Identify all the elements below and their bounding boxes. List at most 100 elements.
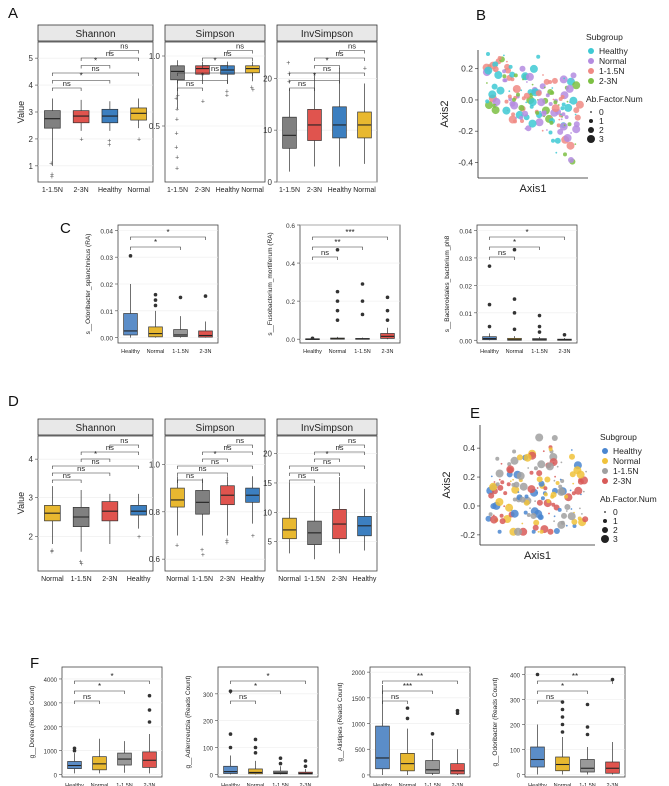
panel-f-plot-3-outlier [430, 732, 435, 736]
panel-a-simpson-facet-label: Simpson [196, 29, 235, 40]
panel-f-plot-1-comparison-label: ns [83, 692, 91, 701]
panel-c-plot-2-xtick-label: Normal [329, 349, 347, 355]
panel-b-scatter-point [522, 78, 524, 81]
panel-b-scatter-point [541, 129, 544, 132]
panel-e-scatter-point [536, 492, 538, 494]
panel-e-scatter-point [510, 509, 519, 518]
panel-d-shannon-outlier: + [50, 547, 54, 554]
panel-d-simpson-comparison-bracket [202, 458, 228, 462]
panel-e-scatter-point [553, 479, 556, 482]
panel-a-invsimpson-comparison-bracket [289, 87, 315, 91]
panel-e-scatter-size-legend-item: 0 [613, 507, 618, 517]
panel-a-invsimpson-comparison-bracket [339, 50, 365, 54]
panel-d-shannon-comparison-label: ns [120, 436, 128, 445]
panel-f-plot-3-ytick-label: 2000 [352, 671, 366, 677]
panel-e-scatter-point [553, 520, 555, 523]
panel-e-scatter-point [538, 480, 545, 487]
panel-f-plot-3-comparison-label: ns [391, 692, 399, 701]
panel-f-plot-2-comparison-label: * [266, 672, 269, 681]
panel-b-scatter-point [486, 82, 488, 84]
panel-a-simpson-comparison-label: ns [186, 79, 194, 88]
panel-e-scatter-point [546, 499, 551, 504]
panel-d-simpson-comparison-label: ns [211, 457, 219, 466]
panel-e-scatter-size-legend-swatch [602, 527, 608, 533]
panel-f-plot-2-ytick-label: 300 [203, 693, 214, 699]
panel-b-scatter-point [561, 116, 563, 118]
panel-e-scatter-point [553, 515, 556, 518]
panel-f-plot-2-xtick-label: 2-3N [300, 783, 312, 786]
panel-e-scatter-point [540, 496, 545, 501]
panel-c-plot-3-outlier [537, 324, 542, 329]
panel-b-scatter-point [551, 138, 555, 143]
panel-b-scatter-point [574, 113, 577, 116]
panel-c-plot-2-ytick-label: 0.6 [286, 223, 295, 230]
panel-b-scatter-point [494, 71, 503, 79]
panel-c-plot-1-ylabel: s__Odoribacter_splanchnicus (RA) [85, 234, 92, 335]
panel-f-plot-3-ylabel: g__Alistipes (Reads Count) [337, 682, 344, 761]
panel-e-scatter-point [543, 486, 548, 491]
panel-a-shannon-ytick-label: 5 [29, 54, 34, 63]
panel-e-scatter-point [511, 482, 516, 487]
panel-d-simpson-outlier: + [200, 547, 204, 554]
panel-a-shannon-facet-label: Shannon [75, 29, 115, 40]
panel-e-scatter-point [512, 497, 517, 502]
panel-f-plot-2-box-normal [248, 768, 263, 775]
panel-e-scatter-point [532, 524, 539, 531]
panel-e-scatter-point [533, 519, 540, 526]
panel-f-plot-3-ytick-label: 0 [362, 774, 366, 780]
panel-b-scatter-point [560, 113, 562, 116]
panel-a-simpson-comparison-label: * [213, 57, 216, 66]
panel-b-scatter-point [502, 106, 511, 115]
panel-e-scatter-point [498, 478, 501, 481]
panel-c-plot-2-outlier [335, 308, 340, 313]
panel-d-simpson-comparison-label: ns [186, 471, 194, 480]
panel-d-invsimpson: InvSimpson 5 10 15 20 Normal 1-1.5N 2-3N Healthy… [263, 418, 378, 583]
panel-f-plot-4-ytick-label: 100 [510, 749, 521, 755]
panel-f-plot-4-box-1-1-5n [580, 759, 595, 773]
panel-e-scatter-point [517, 491, 520, 493]
panel-b-scatter-point [574, 114, 581, 121]
panel-e-scatter-ytick-label: -0.2 [460, 530, 475, 540]
panel-d-shannon-xtick-label: Healthy [127, 576, 151, 583]
panel-d-shannon-comparison-label: ns [63, 471, 71, 480]
panel-b-scatter-point [484, 66, 493, 75]
panel-f-plot-4-ytick-label: 300 [510, 699, 521, 705]
panel-e-scatter-point [543, 492, 548, 497]
panel-c-plot-3-xtick-label: Healthy [480, 349, 499, 355]
panel-d-shannon-box-healthy [130, 505, 147, 516]
panel-a-simpson-outlier: + [175, 117, 179, 124]
panel-a-shannon-outlier: + [107, 138, 111, 145]
panel-a-simpson-outlier: + [225, 93, 229, 100]
panel-e-scatter-point [490, 503, 497, 510]
panel-e-scatter-point [582, 516, 589, 523]
panel-e-scatter-point [569, 453, 575, 460]
panel-e-scatter-point [581, 513, 583, 515]
panel-b-scatter-point [563, 77, 566, 80]
panel-a-shannon-comparison-label: ns [120, 42, 128, 51]
panel-a-shannon-comparison-label: ns [63, 79, 71, 88]
panel-f-plot-4-comparison-label: ns [546, 692, 554, 701]
panel-a-shannon-ytick-label: 4 [29, 81, 34, 90]
panel-b-scatter-xlabel: Axis1 [520, 183, 547, 195]
panel-e-scatter-point [569, 471, 576, 478]
panel-d-invsimpson-comparison-bracket [314, 451, 365, 455]
panel-b-scatter-point [574, 143, 577, 146]
panel-a-shannon-comparison-label: * [80, 72, 83, 81]
panel-e-scatter-point [490, 515, 498, 524]
panel-b-scatter-point [495, 104, 497, 107]
panel-e-scatter-size-legend-swatch [601, 535, 609, 543]
panel-c-plot-2-ytick-label: 0.2 [286, 299, 295, 306]
panel-d-shannon-xtick-label: Normal [41, 576, 64, 583]
panel-a-simpson-comparison-bracket [177, 87, 203, 91]
panel-b-scatter-point [556, 123, 561, 128]
panel-b-scatter-point [515, 117, 517, 119]
panel-e-scatter-point [537, 530, 540, 533]
panel-b-scatter-size-legend-item: 0 [599, 107, 604, 117]
panel-b-scatter-point [504, 99, 509, 104]
panel-e-scatter-point [519, 496, 526, 503]
panel-e-scatter-point [526, 513, 531, 517]
panel-e-scatter-point [527, 467, 530, 469]
panel-a-invsimpson-comparison-label: ns [348, 42, 356, 51]
panel-c-plot-2-xtick-label: 1-1.5N [354, 349, 371, 355]
